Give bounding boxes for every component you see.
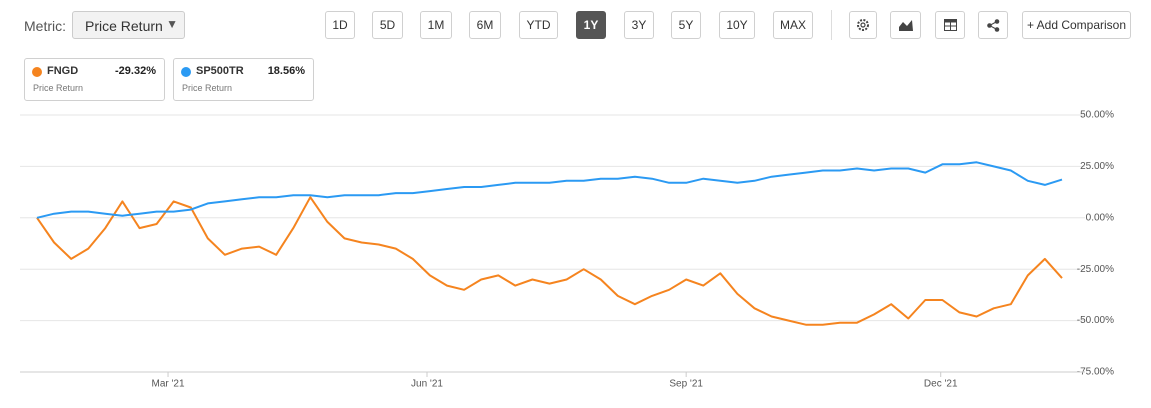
y-tick-label: -25.00% — [1077, 264, 1114, 275]
x-tick-label: Jun '21 — [411, 379, 443, 390]
x-tick-label: Mar '21 — [152, 379, 185, 390]
range-button[interactable]: MAX — [773, 11, 813, 39]
legend-dot — [32, 67, 42, 77]
area-icon — [898, 20, 913, 31]
legend-metric: Price Return — [182, 83, 233, 93]
add-comparison-button[interactable]: + Add Comparison — [1022, 11, 1131, 39]
legend-name: SP500TR — [196, 65, 244, 77]
range-button[interactable]: YTD — [519, 11, 558, 39]
range-button[interactable]: 3Y — [624, 11, 654, 39]
legend-name: FNGD — [47, 65, 79, 77]
x-tick-label: Sep '21 — [669, 379, 703, 390]
metric-value: Price Return — [85, 18, 163, 34]
legend-item[interactable]: FNGD -29.32% Price Return — [24, 58, 165, 101]
legend-change: -29.32% — [115, 65, 156, 77]
range-button[interactable]: 1D — [325, 11, 355, 39]
table-button[interactable] — [935, 11, 965, 39]
separator — [831, 10, 832, 40]
share-icon — [986, 18, 999, 32]
series-line — [36, 161, 1063, 219]
legend-item[interactable]: SP500TR 18.56% Price Return — [173, 58, 314, 101]
gear-icon — [857, 19, 869, 31]
y-tick-label: 50.00% — [1080, 110, 1114, 121]
y-tick-label: 0.00% — [1086, 212, 1114, 223]
table-icon — [943, 19, 957, 31]
x-tick-label: Dec '21 — [924, 379, 958, 390]
y-tick-label: 25.00% — [1080, 161, 1114, 172]
legend-metric: Price Return — [33, 83, 84, 93]
series-line — [36, 196, 1063, 326]
share-button[interactable] — [978, 11, 1008, 39]
dropdown-arrow: ▼ — [166, 17, 178, 31]
metric-label: Metric: — [24, 18, 66, 34]
range-button[interactable]: 1Y — [576, 11, 606, 39]
range-button[interactable]: 1M — [420, 11, 452, 39]
y-tick-label: -50.00% — [1077, 315, 1114, 326]
chart-type-button[interactable] — [890, 11, 921, 39]
legend-change: 18.56% — [267, 65, 305, 77]
range-button[interactable]: 6M — [469, 11, 501, 39]
y-tick-label: -75.00% — [1077, 367, 1114, 378]
range-button[interactable]: 5D — [372, 11, 403, 39]
metric-select[interactable]: Price Return ▼ — [72, 11, 185, 39]
range-button[interactable]: 5Y — [671, 11, 701, 39]
settings-button[interactable] — [849, 11, 877, 39]
range-button[interactable]: 10Y — [719, 11, 755, 39]
legend-dot — [181, 67, 191, 77]
